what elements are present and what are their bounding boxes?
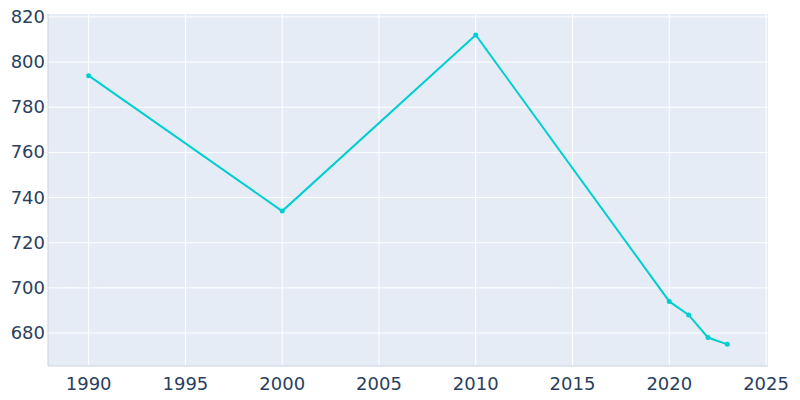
x-tick-label: 2010 <box>453 373 499 394</box>
y-grid-line <box>48 62 768 63</box>
x-tick-label: 2015 <box>550 373 596 394</box>
y-tick-label: 680 <box>11 322 45 343</box>
x-tick-label: 1990 <box>66 373 112 394</box>
y-tick-label: 740 <box>11 187 45 208</box>
data-point <box>725 342 730 347</box>
y-grid-line <box>48 107 768 108</box>
x-tick-label: 2020 <box>646 373 692 394</box>
x-tick-label: 2005 <box>356 373 402 394</box>
y-tick-label: 820 <box>11 6 45 27</box>
y-grid-line <box>48 197 768 198</box>
x-grid-line <box>282 14 283 366</box>
x-tick-label: 2000 <box>259 373 305 394</box>
x-grid-line <box>475 14 476 366</box>
y-tick-label: 720 <box>11 232 45 253</box>
data-line <box>89 35 728 344</box>
x-grid-line <box>88 14 89 366</box>
x-grid-line <box>185 14 186 366</box>
data-point <box>280 209 285 214</box>
x-grid-line <box>669 14 670 366</box>
y-grid-line <box>48 242 768 243</box>
data-point <box>706 335 711 340</box>
y-grid-line <box>48 333 768 334</box>
y-tick-label: 780 <box>11 96 45 117</box>
chart: 1990 1995 2000 2005 2010 2015 2020 2025 680 700 72… <box>0 0 800 400</box>
x-axis-line <box>48 366 768 367</box>
y-axis-line <box>48 14 49 366</box>
plot-background <box>48 14 768 366</box>
y-grid-line <box>48 16 768 17</box>
x-grid-line <box>766 14 767 366</box>
data-point <box>686 312 691 317</box>
y-tick-label: 760 <box>11 141 45 162</box>
x-tick-label: 1995 <box>163 373 209 394</box>
x-tick-label: 2025 <box>743 373 789 394</box>
data-point <box>86 73 91 78</box>
x-grid-line <box>572 14 573 366</box>
data-group <box>86 32 730 346</box>
data-point <box>667 299 672 304</box>
x-grid-line <box>378 14 379 366</box>
y-tick-label: 800 <box>11 51 45 72</box>
chart-container: 1990 1995 2000 2005 2010 2015 2020 2025 680 700 72… <box>0 0 800 400</box>
y-grid-line <box>48 152 768 153</box>
y-tick-label: 700 <box>11 277 45 298</box>
data-point <box>473 32 478 37</box>
